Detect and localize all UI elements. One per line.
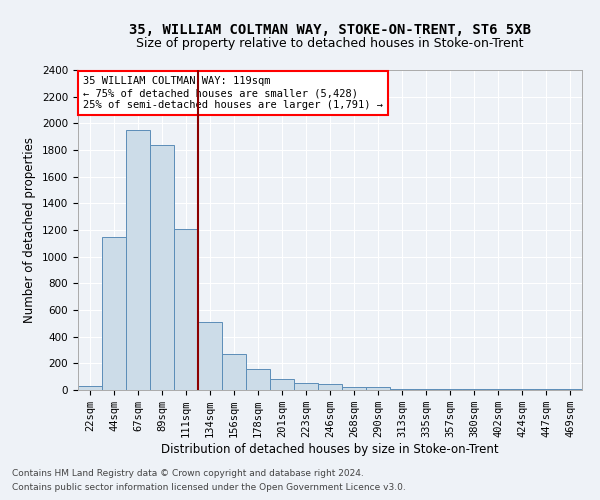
Text: Contains public sector information licensed under the Open Government Licence v3: Contains public sector information licen…: [12, 484, 406, 492]
Bar: [174, 228, 198, 390]
Bar: [222, 354, 246, 390]
Bar: [198, 322, 222, 390]
Bar: [126, 130, 150, 390]
Bar: [150, 144, 174, 390]
Bar: [294, 384, 318, 390]
Bar: [390, 388, 414, 390]
Y-axis label: Number of detached properties: Number of detached properties: [23, 137, 37, 323]
Text: Size of property relative to detached houses in Stoke-on-Trent: Size of property relative to detached ho…: [136, 38, 524, 51]
Text: 35, WILLIAM COLTMAN WAY, STOKE-ON-TRENT, ST6 5XB: 35, WILLIAM COLTMAN WAY, STOKE-ON-TRENT,…: [129, 22, 531, 36]
Bar: [270, 380, 294, 390]
Bar: [102, 236, 126, 390]
Text: Contains HM Land Registry data © Crown copyright and database right 2024.: Contains HM Land Registry data © Crown c…: [12, 468, 364, 477]
Bar: [366, 388, 390, 390]
Bar: [78, 386, 102, 390]
X-axis label: Distribution of detached houses by size in Stoke-on-Trent: Distribution of detached houses by size …: [161, 443, 499, 456]
Text: 35 WILLIAM COLTMAN WAY: 119sqm
← 75% of detached houses are smaller (5,428)
25% : 35 WILLIAM COLTMAN WAY: 119sqm ← 75% of …: [83, 76, 383, 110]
Bar: [246, 368, 270, 390]
Bar: [342, 386, 366, 390]
Bar: [318, 384, 342, 390]
